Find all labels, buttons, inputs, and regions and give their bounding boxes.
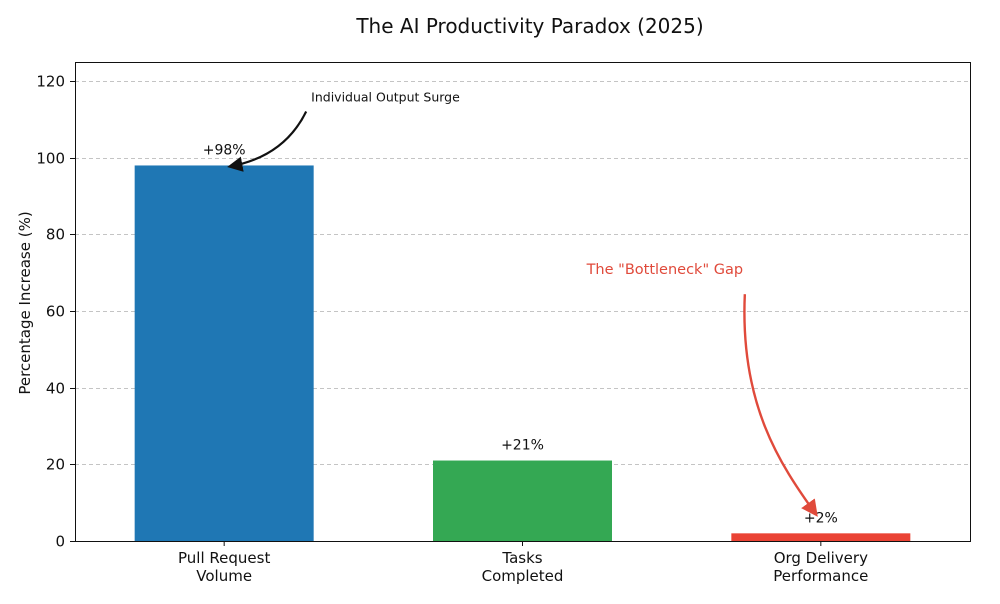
x-tick-label: Volume: [196, 567, 252, 585]
value-label: +98%: [203, 142, 246, 158]
y-tick-label: 100: [36, 150, 65, 168]
annotation-label: The "Bottleneck" Gap: [586, 262, 743, 278]
annotation-arrow: [743, 294, 818, 517]
annotation-arrow: [227, 110, 308, 172]
x-tick-label: Pull Request: [178, 549, 270, 567]
bars: [134, 165, 911, 542]
y-tick-label: 0: [55, 533, 65, 551]
value-labels: +98% +21% +2%: [203, 142, 838, 526]
x-tick-label: Org Delivery: [774, 549, 868, 567]
x-tick-label: Performance: [773, 567, 868, 585]
y-tick-label: 20: [46, 456, 65, 474]
annotations: Individual Output Surge The "Bottleneck" …: [227, 89, 818, 517]
value-label: +21%: [501, 438, 544, 454]
y-axis-label: Percentage Increase (%): [16, 211, 34, 394]
y-tick-label: 40: [46, 380, 65, 398]
y-tick-label: 60: [46, 303, 65, 321]
value-label: +2%: [804, 510, 838, 526]
chart-title: The AI Productivity Paradox (2025): [355, 14, 703, 38]
y-tick-label: 120: [36, 73, 65, 91]
bar: [433, 460, 612, 541]
annotation-label: Individual Output Surge: [311, 89, 460, 104]
bar: [731, 533, 911, 541]
x-tick-label: Completed: [482, 567, 564, 585]
x-tick-label: Tasks: [501, 549, 542, 567]
plot-frame: [75, 62, 971, 542]
bar: [134, 165, 314, 542]
y-tick-label: 80: [46, 226, 65, 244]
